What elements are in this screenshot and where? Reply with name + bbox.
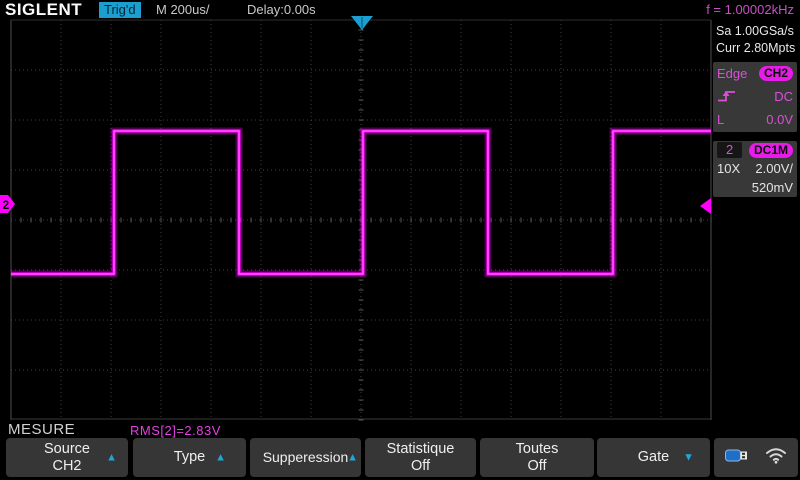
- type-label: Type: [173, 449, 206, 465]
- sample-rate: Sa 1.00GSa/s: [716, 24, 794, 38]
- menu-button-suppression[interactable]: Supperession ▲: [250, 438, 361, 477]
- suppression-label: Supperession: [262, 449, 349, 465]
- usb-device-icon: [725, 449, 749, 467]
- brand-logo: SIGLENT: [5, 0, 83, 19]
- menu-button-source[interactable]: Source CH2 ▲: [6, 438, 128, 477]
- all-measure-label: Toutes: [515, 440, 559, 457]
- status-icon-box: [714, 438, 798, 477]
- all-measure-value: Off: [527, 457, 547, 474]
- channel-number-tab: 2: [717, 142, 743, 159]
- trigger-level-label: L: [717, 112, 725, 127]
- menu-button-type[interactable]: Type ▲: [133, 438, 246, 477]
- measure-menu-title: MESURE: [8, 421, 76, 438]
- svg-text:2: 2: [3, 198, 10, 212]
- channel2-panel: 2 DC1M 10X 2.00V/ 520mV: [713, 141, 797, 197]
- trigger-panel: Edge CH2 DC L 0.0V: [713, 62, 797, 132]
- rms-measurement-readout: RMS[2]=2.83V: [130, 423, 221, 438]
- trigger-delay-readout: Delay:0.00s: [247, 2, 316, 17]
- wifi-icon: [765, 447, 787, 469]
- probe-attenuation: 10X: [717, 161, 741, 177]
- volts-per-div: 2.00V/: [755, 161, 793, 177]
- timebase-readout: M 200us/: [156, 2, 210, 17]
- arrow-up-icon: ▲: [347, 451, 358, 463]
- menu-button-gate[interactable]: Gate ▼: [597, 438, 710, 477]
- source-label: Source: [44, 440, 90, 457]
- frequency-counter: f = 1.00002kHz: [706, 2, 794, 17]
- arrow-up-icon: ▲: [106, 451, 117, 463]
- statistics-label: Statistique: [386, 440, 455, 457]
- trigger-level-value: 0.0V: [766, 112, 793, 127]
- channel-coupling-badge: DC1M: [748, 142, 793, 158]
- arrow-down-icon: ▼: [683, 451, 694, 463]
- trigger-type-label: Edge: [717, 66, 748, 81]
- gate-label: Gate: [637, 449, 670, 465]
- statistics-value: Off: [410, 457, 431, 474]
- trigger-coupling: DC: [774, 89, 793, 104]
- channel-offset: 520mV: [751, 179, 793, 195]
- memory-depth: Curr 2.80Mpts: [716, 41, 796, 55]
- trigger-status-badge: Trig'd: [99, 2, 141, 18]
- menu-button-all-measure[interactable]: Toutes Off: [480, 438, 594, 477]
- sidebar: Sa 1.00GSa/s Curr 2.80Mpts Edge CH2 DC L…: [712, 20, 800, 438]
- arrow-up-icon: ▲: [215, 451, 226, 463]
- acquisition-info: Sa 1.00GSa/s Curr 2.80Mpts: [716, 23, 795, 57]
- menu-button-statistics[interactable]: Statistique Off: [365, 438, 476, 477]
- source-value: CH2: [52, 457, 82, 474]
- rising-edge-icon: [717, 88, 737, 106]
- trigger-source-badge: CH2: [758, 66, 793, 81]
